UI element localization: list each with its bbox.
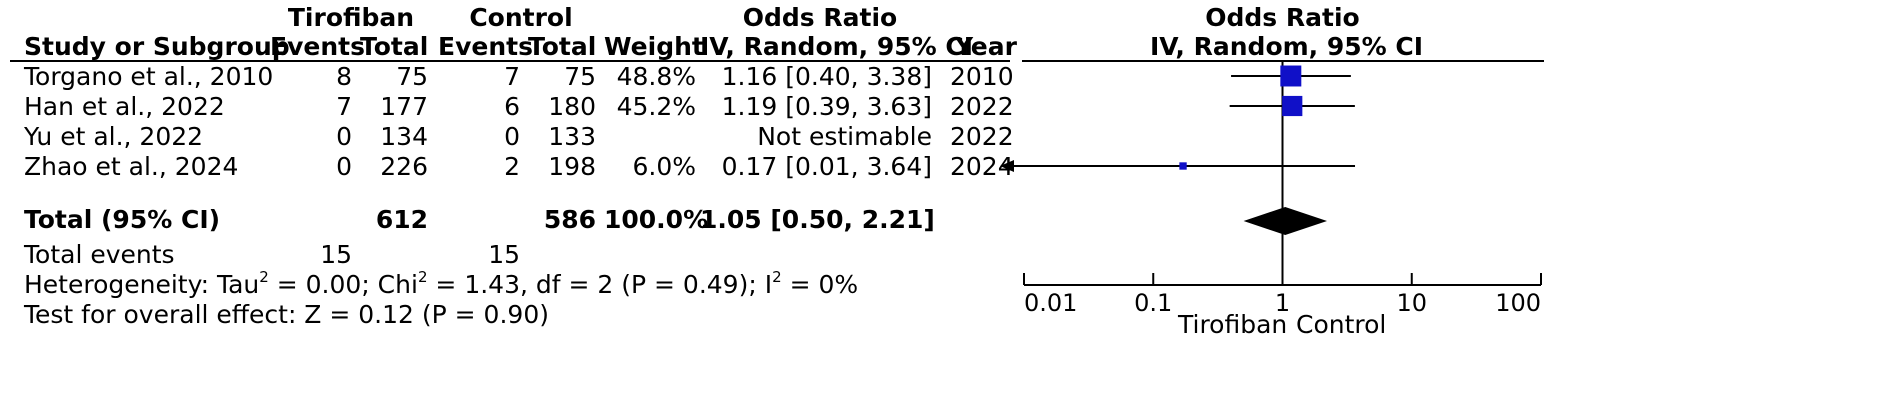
total1-cell: 177 bbox=[380, 92, 428, 121]
plot-header-rule bbox=[1022, 60, 1544, 62]
total-ci: 1.05 [0.50, 2.21] bbox=[700, 205, 935, 234]
group1-header: Tirofiban bbox=[287, 3, 415, 32]
x-tick-label: 0.1 bbox=[1134, 289, 1172, 317]
total-weight: 100.0% bbox=[604, 205, 709, 234]
ci-cell: 1.16 [0.40, 3.38] bbox=[721, 62, 932, 91]
events2-header: Events bbox=[438, 32, 533, 61]
or-subheader-right: IV, Random, 95% CI bbox=[1150, 32, 1424, 61]
total2-sum: 586 bbox=[543, 205, 596, 234]
total2-cell: 75 bbox=[564, 62, 596, 91]
total2-cell: 198 bbox=[548, 152, 596, 181]
total1-header: Total bbox=[360, 32, 429, 61]
study-name: Yu et al., 2022 bbox=[24, 122, 204, 151]
total2-cell: 133 bbox=[548, 122, 596, 151]
favours-right-label: Control bbox=[1296, 310, 1387, 339]
year-header: Year bbox=[955, 32, 1017, 61]
x-tick-label: 1 bbox=[1275, 289, 1290, 317]
pooled-diamond bbox=[1243, 207, 1328, 235]
year-cell: 2022 bbox=[950, 92, 1014, 121]
ci-cell: Not estimable bbox=[757, 122, 932, 151]
study-name: Torgano et al., 2010 bbox=[24, 62, 274, 91]
table-header-rule bbox=[10, 60, 1010, 62]
arrow-left-icon bbox=[1000, 160, 1014, 172]
study-column-header: Study or Subgroup bbox=[24, 32, 290, 61]
heterogeneity-text: Heterogeneity: Tau2 = 0.00; Chi2 = 1.43,… bbox=[24, 267, 859, 299]
x-tick-label: 100 bbox=[1495, 289, 1541, 317]
total1-cell: 226 bbox=[380, 152, 428, 181]
events1-cell: 8 bbox=[336, 62, 352, 91]
events1-cell: 0 bbox=[336, 152, 352, 181]
total-events1: 15 bbox=[320, 240, 352, 269]
events2-cell: 2 bbox=[504, 152, 520, 181]
events1-header: Events bbox=[270, 32, 365, 61]
total-events-label: Total events bbox=[24, 240, 175, 269]
weight-cell: 6.0% bbox=[632, 152, 696, 181]
study-name: Zhao et al., 2024 bbox=[24, 152, 239, 181]
total1-cell: 75 bbox=[396, 62, 428, 91]
total1-cell: 134 bbox=[380, 122, 428, 151]
or-subheader-left: IV, Random, 95% CI bbox=[700, 32, 974, 61]
study-name: Han et al., 2022 bbox=[24, 92, 225, 121]
total2-header: Total bbox=[528, 32, 597, 61]
x-tick-label: 0.01 bbox=[1024, 289, 1077, 317]
total1-sum: 612 bbox=[375, 205, 428, 234]
or-header-left: Odds Ratio bbox=[742, 3, 898, 32]
total-label: Total (95% CI) bbox=[24, 205, 221, 234]
ci-cell: 1.19 [0.39, 3.63] bbox=[721, 92, 932, 121]
weight-header: Weight bbox=[604, 32, 704, 61]
ci-cell: 0.17 [0.01, 3.64] bbox=[721, 152, 932, 181]
or-header-right: Odds Ratio bbox=[1205, 3, 1360, 32]
study-square bbox=[1280, 65, 1302, 87]
total2-cell: 180 bbox=[548, 92, 596, 121]
study-square bbox=[1282, 95, 1303, 117]
group2-header: Control bbox=[469, 3, 573, 32]
x-tick-label: 10 bbox=[1396, 289, 1427, 317]
year-cell: 2010 bbox=[950, 62, 1014, 91]
overall-effect-text: Test for overall effect: Z = 0.12 (P = 0… bbox=[24, 300, 549, 329]
events2-cell: 0 bbox=[504, 122, 520, 151]
events2-cell: 6 bbox=[504, 92, 520, 121]
study-square bbox=[1179, 162, 1187, 170]
year-cell: 2022 bbox=[950, 122, 1014, 151]
total-events2: 15 bbox=[488, 240, 520, 269]
favours-left-label: Tirofiban bbox=[1178, 310, 1288, 339]
weight-cell: 48.8% bbox=[616, 62, 696, 91]
weight-cell: 45.2% bbox=[616, 92, 696, 121]
events1-cell: 7 bbox=[336, 92, 352, 121]
events1-cell: 0 bbox=[336, 122, 352, 151]
events2-cell: 7 bbox=[504, 62, 520, 91]
